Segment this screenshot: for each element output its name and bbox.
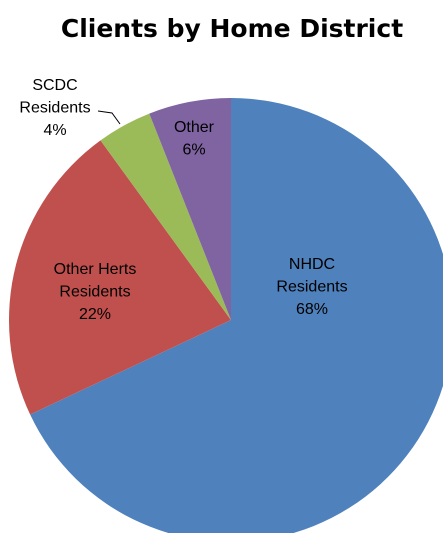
chart-title: Clients by Home District [61,14,403,43]
pie-slice [8,140,231,415]
pie-slice [100,113,231,320]
pie-slice [149,98,231,320]
value-label: 4% [43,122,66,139]
leader-line [97,110,121,125]
value-label: 6% [182,142,205,159]
value-label: 68% [296,301,328,318]
slice-label: SCDC Residents [19,77,90,117]
slice-label: Other Herts Residents [54,261,137,301]
slice-label: Other [174,119,215,136]
slice-label: NHDC Residents [276,256,347,296]
pie-slice [30,98,443,533]
value-label: 22% [79,306,111,323]
